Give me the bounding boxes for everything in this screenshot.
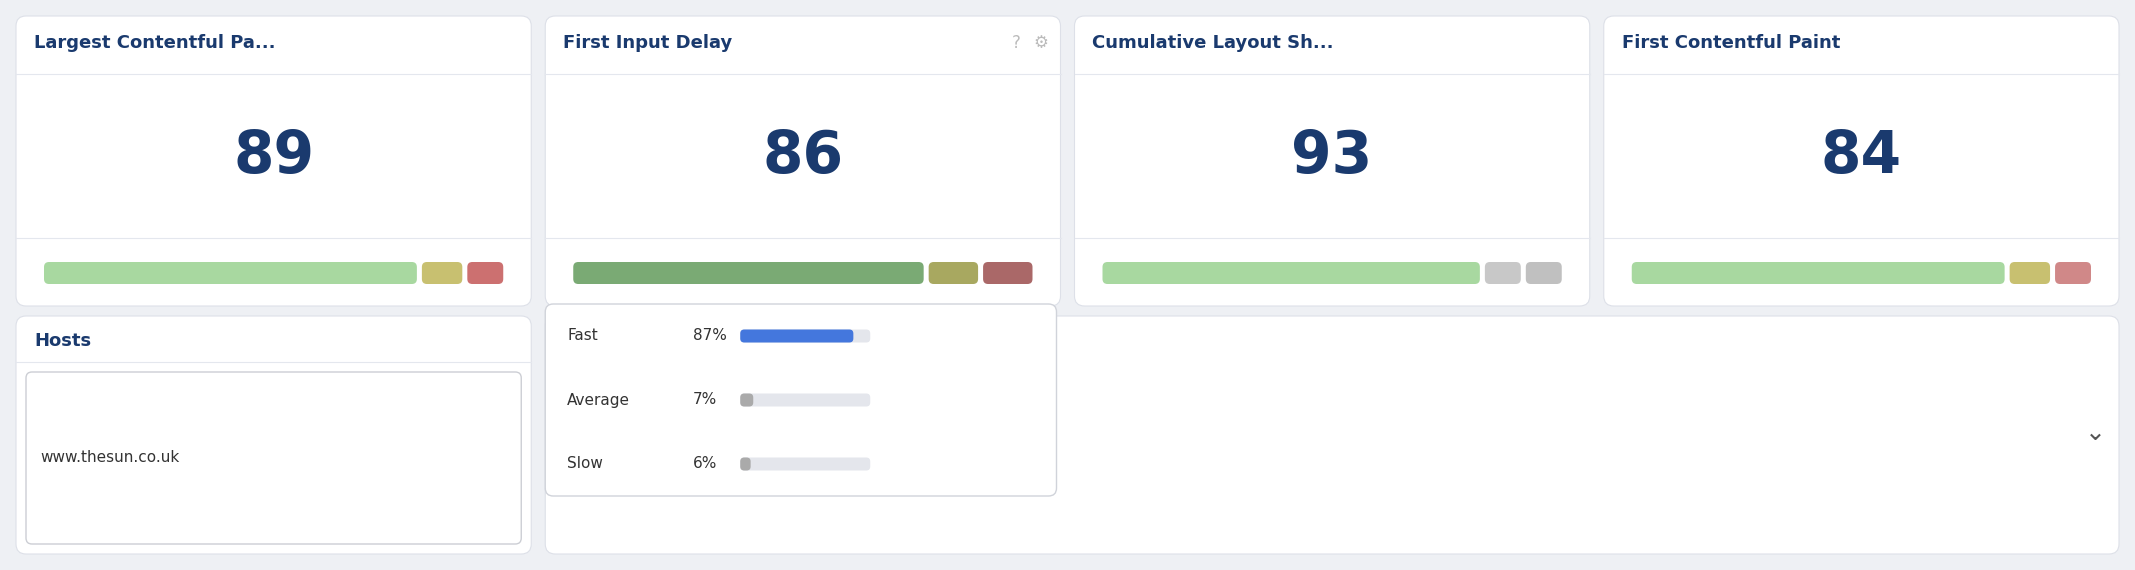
- Text: First Input Delay: First Input Delay: [564, 34, 732, 52]
- Text: 84: 84: [1821, 128, 1902, 185]
- FancyBboxPatch shape: [15, 16, 532, 306]
- FancyBboxPatch shape: [2009, 262, 2050, 284]
- FancyBboxPatch shape: [929, 262, 978, 284]
- FancyBboxPatch shape: [1527, 262, 1561, 284]
- FancyBboxPatch shape: [741, 458, 871, 470]
- Text: www.thesun.co.uk: www.thesun.co.uk: [41, 450, 179, 466]
- Text: Cumulative Layout Sh...: Cumulative Layout Sh...: [1093, 34, 1334, 52]
- Text: Average: Average: [568, 393, 630, 408]
- Text: 6%: 6%: [694, 457, 717, 471]
- Text: 93: 93: [1292, 128, 1373, 185]
- FancyBboxPatch shape: [468, 262, 504, 284]
- FancyBboxPatch shape: [26, 372, 521, 544]
- Text: Hosts: Hosts: [34, 332, 92, 350]
- FancyBboxPatch shape: [741, 458, 752, 470]
- FancyBboxPatch shape: [2056, 262, 2090, 284]
- FancyBboxPatch shape: [741, 393, 871, 406]
- FancyBboxPatch shape: [574, 262, 924, 284]
- FancyBboxPatch shape: [1603, 16, 2120, 306]
- FancyBboxPatch shape: [544, 304, 1057, 496]
- Text: 7%: 7%: [694, 393, 717, 408]
- FancyBboxPatch shape: [741, 393, 754, 406]
- Text: ⚙: ⚙: [1033, 34, 1048, 52]
- FancyBboxPatch shape: [544, 316, 2120, 554]
- FancyBboxPatch shape: [15, 316, 532, 554]
- Text: 86: 86: [762, 128, 843, 185]
- Text: 89: 89: [233, 128, 314, 185]
- Text: Fast: Fast: [568, 328, 598, 344]
- Text: 87%: 87%: [694, 328, 728, 344]
- FancyBboxPatch shape: [741, 329, 871, 343]
- FancyBboxPatch shape: [741, 329, 854, 343]
- FancyBboxPatch shape: [423, 262, 463, 284]
- FancyBboxPatch shape: [1102, 262, 1480, 284]
- FancyBboxPatch shape: [544, 16, 1061, 306]
- Text: Slow: Slow: [568, 457, 602, 471]
- FancyBboxPatch shape: [1074, 16, 1591, 306]
- FancyBboxPatch shape: [982, 262, 1033, 284]
- Text: ?: ?: [1012, 34, 1021, 52]
- Text: Largest Contentful Pa...: Largest Contentful Pa...: [34, 34, 275, 52]
- Text: ⌄: ⌄: [2084, 421, 2105, 445]
- FancyBboxPatch shape: [1484, 262, 1520, 284]
- FancyBboxPatch shape: [45, 262, 416, 284]
- Text: First Contentful Paint: First Contentful Paint: [1623, 34, 1840, 52]
- FancyBboxPatch shape: [1631, 262, 2005, 284]
